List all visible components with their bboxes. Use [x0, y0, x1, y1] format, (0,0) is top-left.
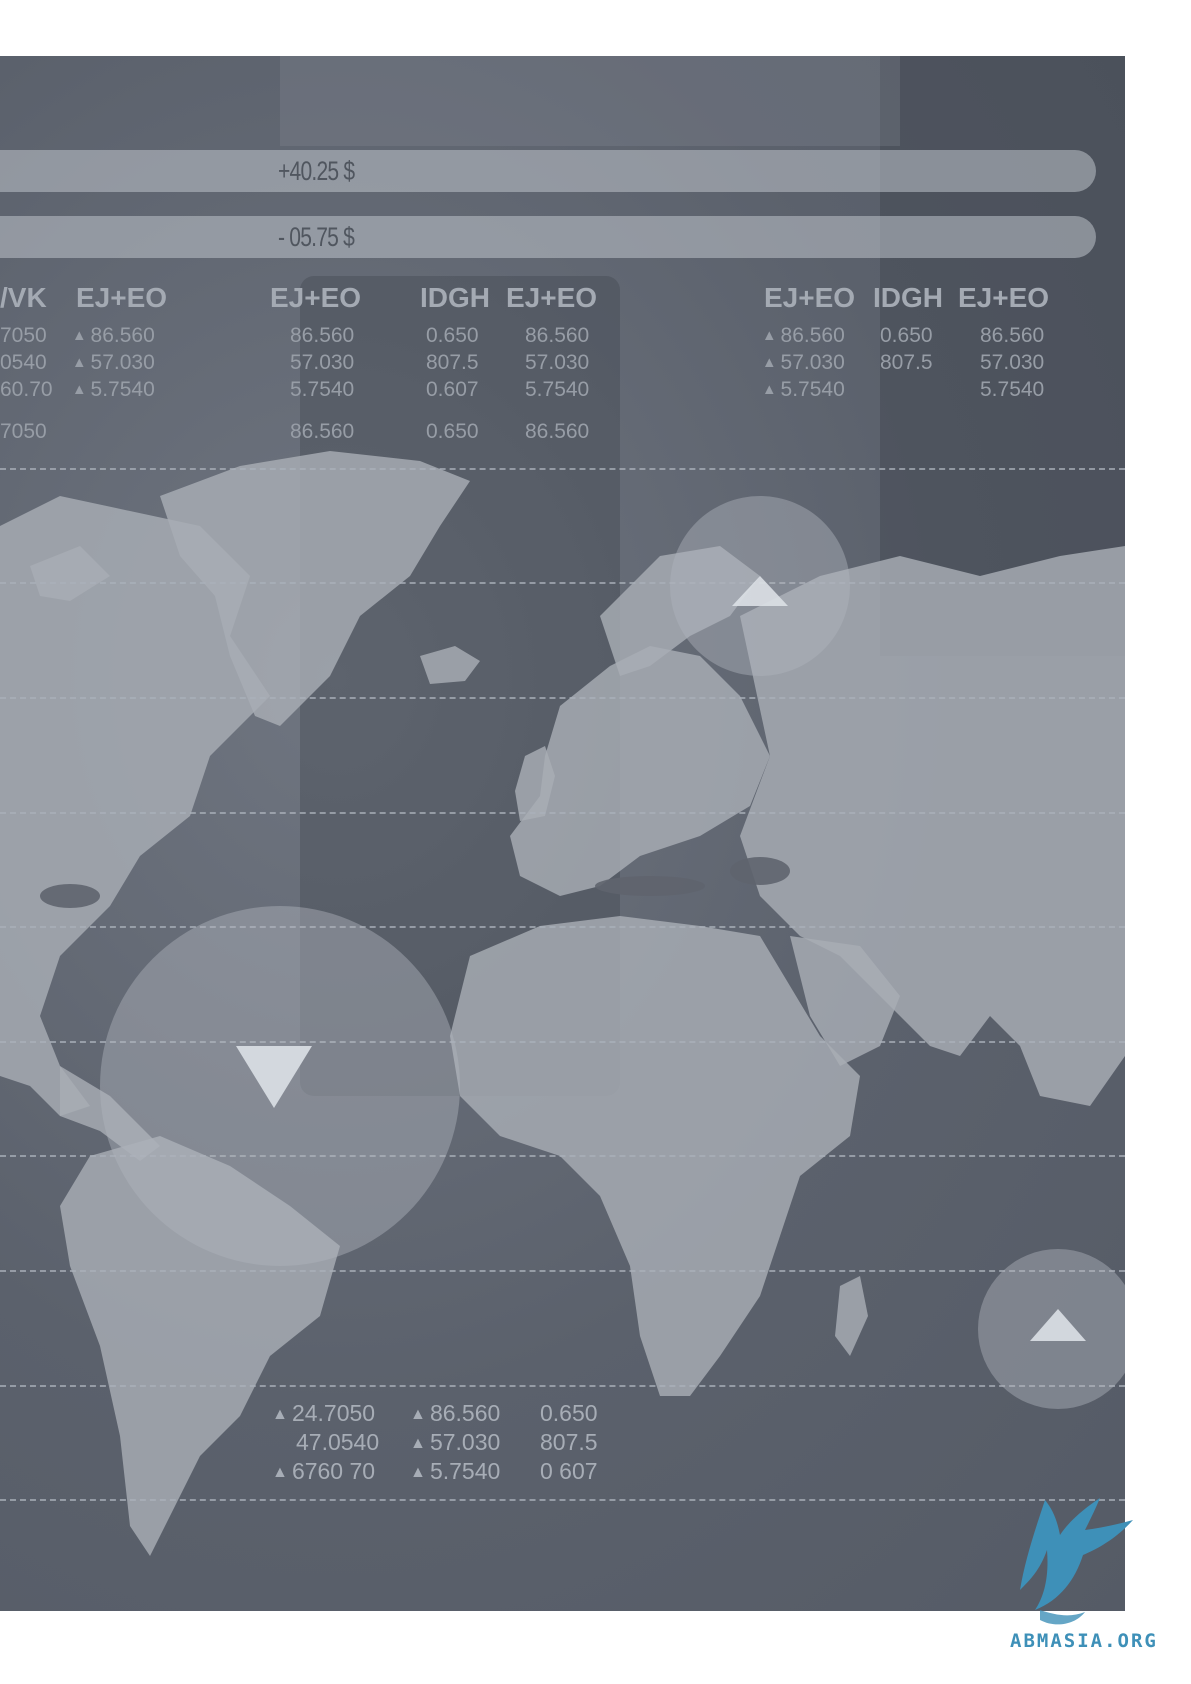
- background-panel: +40.25 $ - 05.75 $ /VK EJ+EO EJ+EO IDGH …: [0, 56, 1125, 1611]
- up-arrow-icon: ▲: [272, 1405, 288, 1423]
- gridline: [0, 697, 1125, 699]
- up-arrow-icon: ▲: [272, 1463, 288, 1481]
- cell: 5.7540: [980, 378, 1045, 401]
- gridline: [0, 1499, 1125, 1501]
- bottom-cell: 47.0540: [296, 1429, 380, 1455]
- cell-up: ▲ 86.560: [762, 324, 845, 347]
- up-arrow-icon: ▲: [410, 1405, 426, 1423]
- cell-up: ▲ 86.560: [72, 324, 155, 347]
- gain-bar: +40.25 $: [0, 150, 1096, 192]
- gridline: [0, 468, 1125, 470]
- bottom-cell: 0 607: [540, 1458, 598, 1484]
- gridline: [0, 1385, 1125, 1387]
- up-arrow-icon: ▲: [72, 328, 87, 344]
- cell: 807.5: [426, 351, 479, 374]
- cell: 60.70: [0, 378, 53, 401]
- bottom-cell-up: ▲ 57.030: [410, 1429, 501, 1455]
- cell-up: ▲ 5.7540: [72, 378, 155, 401]
- gridline: [0, 812, 1125, 814]
- header-right-idgh: IDGH: [873, 282, 943, 313]
- bottom-cell: 0.650: [540, 1400, 598, 1426]
- bottom-cell-up: ▲ 6760 70: [272, 1458, 376, 1484]
- up-arrow-icon: [1030, 1309, 1086, 1341]
- bottom-cell-up: ▲ 86.560: [410, 1400, 501, 1426]
- gridline: [0, 1155, 1125, 1157]
- logo-text: ABMASIA.ORG: [1010, 1630, 1158, 1652]
- cell: 0.607: [426, 378, 479, 401]
- cell: 57.030: [980, 351, 1045, 374]
- cell: 5.7540: [525, 378, 590, 401]
- header-ejeo-2: EJ+EO: [270, 282, 362, 313]
- cell: 0.650: [880, 324, 933, 347]
- cell: 0.650: [426, 324, 479, 347]
- bottom-cell-up: ▲ 24.7050: [272, 1400, 376, 1426]
- cell: 7050: [0, 324, 47, 347]
- cell: 86.560: [290, 420, 355, 443]
- header-vk: /VK: [0, 282, 47, 313]
- cell: 7050: [0, 420, 47, 443]
- gridline: [0, 926, 1125, 928]
- header-ejeo-1: EJ+EO: [76, 282, 168, 313]
- cell: 807.5: [880, 351, 933, 374]
- gridline: [0, 582, 1125, 584]
- cell-up: ▲ 5.7540: [762, 378, 845, 401]
- loss-bar-label: - 05.75 $: [278, 222, 355, 252]
- cell-up: ▲ 57.030: [762, 351, 845, 374]
- cell: 0540: [0, 351, 47, 374]
- header-right-ejeo-2: EJ+EO: [958, 282, 1050, 313]
- bottom-cell: 807.5: [540, 1429, 598, 1455]
- cell: 86.560: [525, 420, 590, 443]
- cell: 5.7540: [290, 378, 355, 401]
- gridline: [0, 1041, 1125, 1043]
- gain-bar-label: +40.25 $: [278, 156, 355, 186]
- gridline: [0, 1270, 1125, 1272]
- up-arrow-icon: ▲: [410, 1434, 426, 1452]
- cell: 57.030: [525, 351, 590, 374]
- up-arrow-icon: ▲: [410, 1463, 426, 1481]
- bottom-cell-up: ▲ 5.7540: [410, 1458, 501, 1484]
- world-map: [0, 451, 1125, 1556]
- up-indicator-circle-small: [978, 1249, 1125, 1409]
- header-ejeo-3: EJ+EO: [506, 282, 598, 313]
- cell: 86.560: [525, 324, 590, 347]
- down-arrow-icon: [236, 1046, 312, 1108]
- up-arrow-icon: ▲: [762, 328, 777, 344]
- cell: 86.560: [290, 324, 355, 347]
- bird-logo-icon: [1020, 1498, 1133, 1625]
- up-arrow-icon: ▲: [72, 355, 87, 371]
- cell-up: ▲ 57.030: [72, 351, 155, 374]
- up-arrow-icon: [732, 576, 788, 606]
- header-idgh: IDGH: [420, 282, 490, 313]
- top-light: [280, 56, 900, 146]
- cell: 86.560: [980, 324, 1045, 347]
- header-right-ejeo-1: EJ+EO: [764, 282, 856, 313]
- up-arrow-icon: ▲: [762, 355, 777, 371]
- down-indicator-circle: [100, 906, 460, 1266]
- loss-bar: - 05.75 $: [0, 216, 1096, 258]
- up-arrow-icon: ▲: [762, 382, 777, 398]
- up-indicator-circle: [670, 496, 850, 676]
- cell: 0.650: [426, 420, 479, 443]
- up-arrow-icon: ▲: [72, 382, 87, 398]
- cell: 57.030: [290, 351, 355, 374]
